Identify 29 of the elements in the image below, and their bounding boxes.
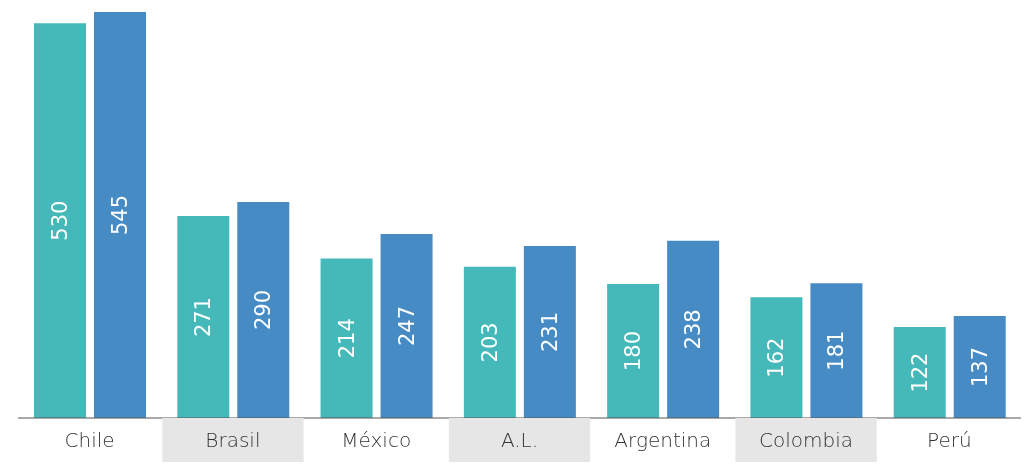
data-label: 231 [537,311,562,352]
data-label: 181 [824,330,849,371]
bar [34,23,86,418]
bar [380,234,433,418]
data-label: 545 [108,194,132,236]
bar [607,283,660,418]
bar [667,240,720,418]
x-tick-label: Perú [927,428,972,452]
x-tick-label: Argentina [614,428,712,452]
data-label: 271 [191,297,216,338]
bar [320,258,373,418]
data-label: 137 [967,346,992,388]
x-tick-label: A.L. [500,428,539,452]
bar [953,315,1006,418]
data-label: 247 [394,305,419,347]
data-label: 203 [477,322,502,363]
data-label: 162 [764,337,789,378]
x-tick-label: México [341,428,412,452]
bar [893,327,946,418]
data-label: 180 [621,330,646,371]
data-label: 530 [48,200,72,241]
data-label: 214 [334,318,359,359]
x-tick-label: Brasil [205,428,261,452]
x-tick-label: Colombia [759,428,854,452]
bar [94,12,146,418]
data-label: 238 [681,309,706,350]
x-tick-label: Chile [64,428,115,452]
data-label: 122 [907,352,932,393]
data-label: 290 [251,289,276,331]
